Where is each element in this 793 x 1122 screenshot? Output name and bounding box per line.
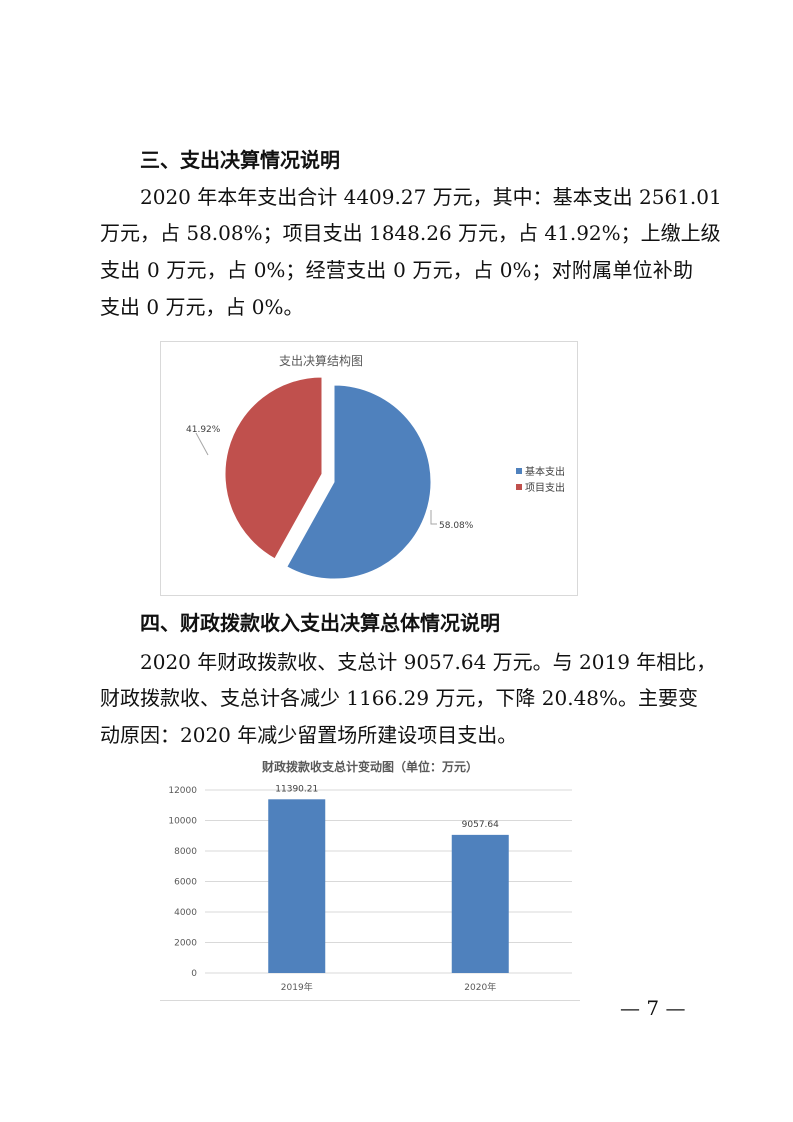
y-tick-label: 6000 bbox=[174, 878, 197, 888]
paragraph-line: 动原因：2020 年减少留置场所建设项目支出。 bbox=[100, 723, 518, 747]
pie-slice-project bbox=[224, 376, 323, 560]
paragraph-line: 2020 年本年支出合计 4409.27 万元，其中：基本支出 2561.01 bbox=[140, 185, 722, 209]
paragraph-line: 财政拨款收、支总计各减少 1166.29 万元，下降 20.48%。主要变 bbox=[100, 686, 699, 710]
leader-line bbox=[430, 510, 437, 525]
pie-title: 支出决算结构图 bbox=[279, 353, 363, 368]
paragraph-line: 2020 年财政拨款收、支总计 9057.64 万元。与 2019 年相比， bbox=[140, 650, 717, 674]
pie-slice-basic bbox=[286, 384, 432, 580]
legend-label-basic: 基本支出 bbox=[525, 465, 565, 478]
paragraph-line: 支出 0 万元，占 0%；经营支出 0 万元，占 0%；对附属单位补助 bbox=[100, 258, 693, 282]
bar-2019年 bbox=[268, 799, 326, 973]
bar-2020年 bbox=[451, 834, 509, 973]
y-tick-label: 4000 bbox=[174, 908, 197, 918]
bar-title: 财政拨款收支总计变动图（单位：万元） bbox=[261, 759, 478, 774]
legend-label-project: 项目支出 bbox=[525, 481, 565, 494]
paragraph-line: 支出 0 万元，占 0%。 bbox=[100, 295, 304, 319]
y-tick-label: 8000 bbox=[174, 847, 197, 857]
legend-swatch-basic bbox=[516, 468, 522, 474]
y-tick-label: 10000 bbox=[168, 817, 197, 827]
page-number: — 7 — bbox=[620, 996, 686, 1020]
legend-swatch-project bbox=[516, 484, 522, 490]
y-tick-label: 12000 bbox=[168, 786, 197, 796]
pie-chart-svg: 支出决算结构图 41.92% 58.08% 基本支出 项目支出 bbox=[186, 353, 565, 580]
bar-data-label: 9057.64 bbox=[462, 820, 499, 830]
pie-label-basic: 58.08% bbox=[439, 521, 474, 531]
x-tick-label: 2019年 bbox=[281, 981, 313, 993]
y-tick-label: 0 bbox=[191, 969, 197, 979]
bar-data-label: 11390.21 bbox=[275, 784, 318, 794]
pie-chart: 支出决算结构图 41.92% 58.08% 基本支出 项目支出 bbox=[160, 341, 578, 596]
bar-chart-svg: 财政拨款收支总计变动图（单位：万元） 0 2000 4000 6000 8000 1000… bbox=[168, 759, 572, 993]
x-tick-label: 2020年 bbox=[464, 981, 496, 993]
pie-label-project: 41.92% bbox=[186, 425, 221, 435]
section-3-heading: 三、支出决算情况说明 bbox=[140, 148, 340, 172]
paragraph-line: 万元，占 58.08%；项目支出 1848.26 万元，占 41.92%；上缴上… bbox=[100, 221, 721, 245]
y-tick-label: 2000 bbox=[174, 939, 197, 949]
leader-line bbox=[195, 432, 209, 456]
section-4-heading: 四、财政拨款收入支出决算总体情况说明 bbox=[140, 611, 500, 635]
bar-chart: 财政拨款收支总计变动图（单位：万元） 0 2000 4000 6000 8000 1000… bbox=[160, 751, 580, 1001]
